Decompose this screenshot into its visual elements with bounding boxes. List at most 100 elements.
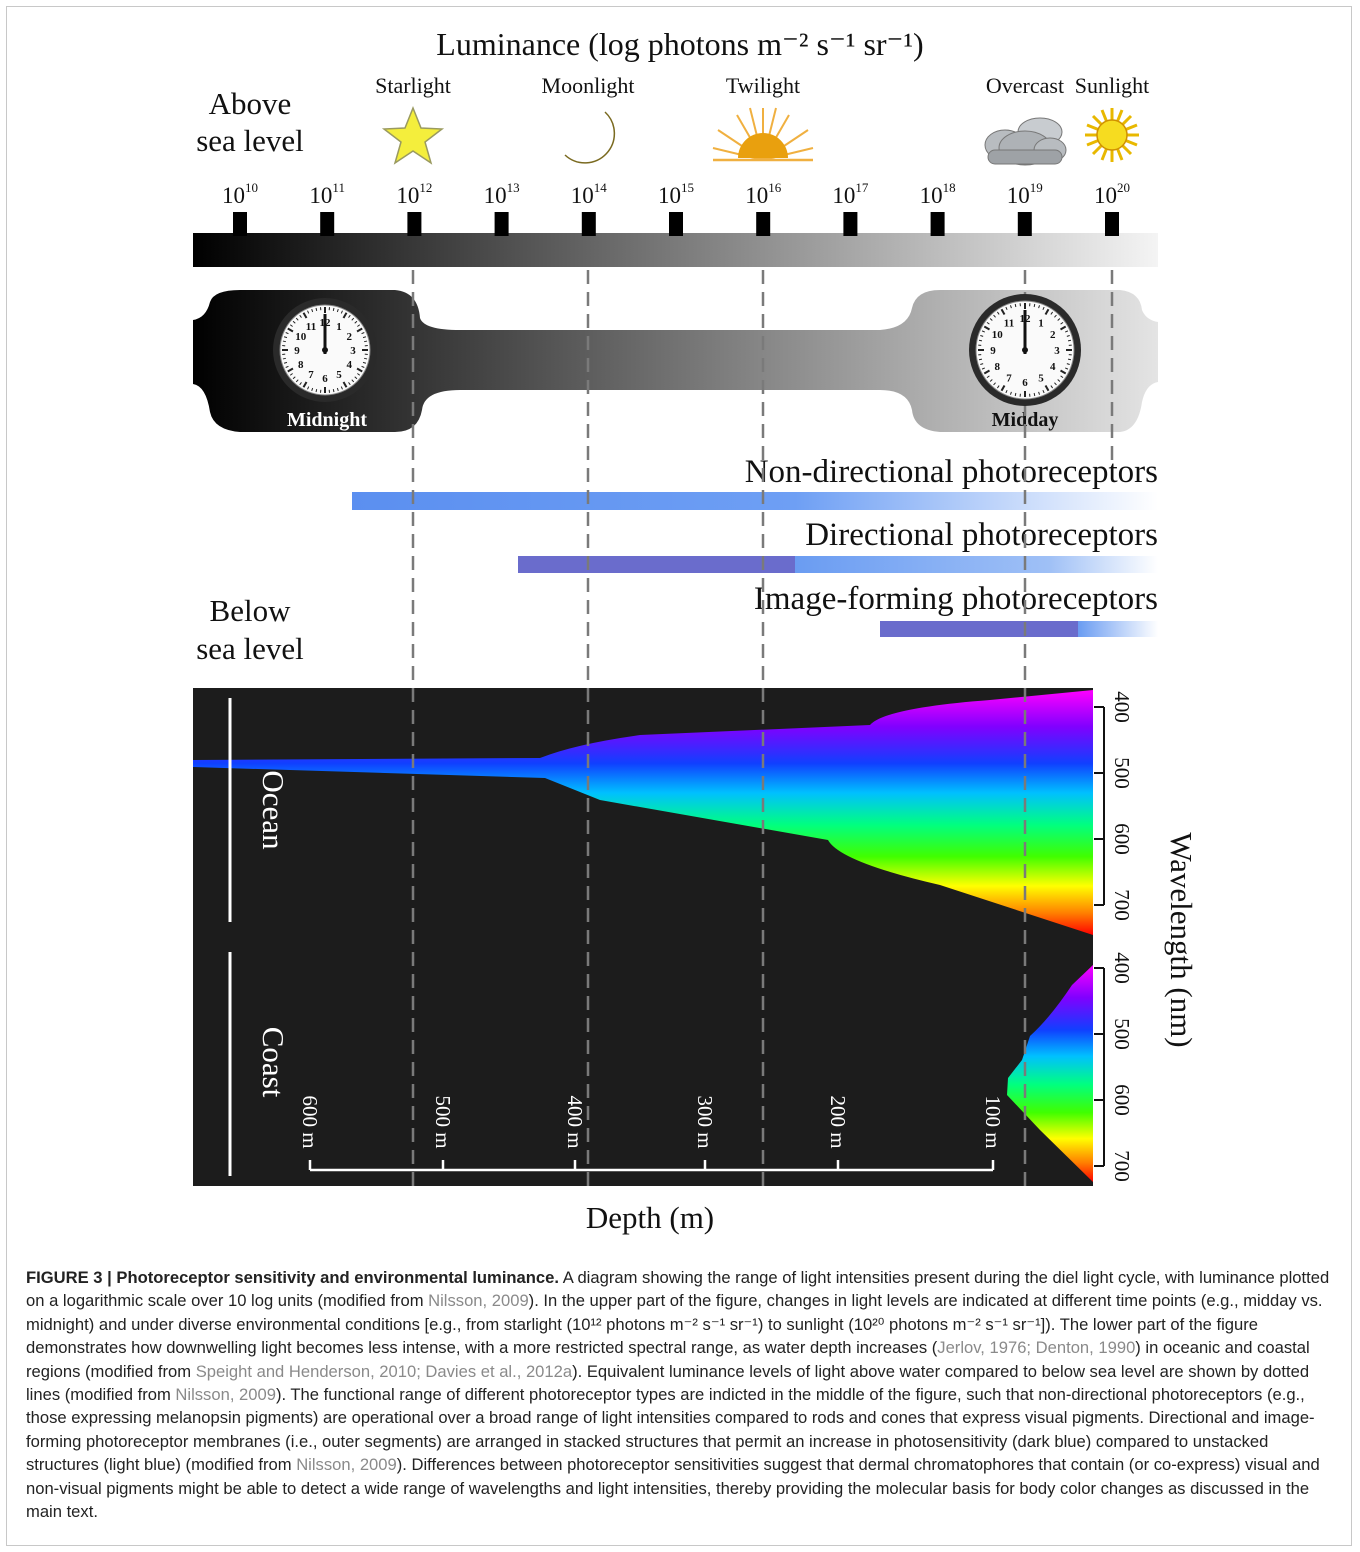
clock-mark <box>1034 304 1035 307</box>
tick-exponent: 20 <box>1117 180 1130 195</box>
clock-numeral: 10 <box>295 331 307 343</box>
above-label: sea level <box>196 123 304 158</box>
time-label: Midnight <box>287 409 367 431</box>
luminance-gradient-bar <box>193 233 1158 267</box>
caption: FIGURE 3 | Photoreceptor sensitivity and… <box>26 1266 1336 1523</box>
depth-tick-label: 500 m <box>431 1095 455 1148</box>
figure-title: Luminance (log photons m⁻² s⁻¹ sr⁻¹) <box>436 26 923 62</box>
photoreceptor-label: Image-forming photoreceptors <box>754 581 1158 617</box>
unstacked-range <box>795 556 1158 573</box>
clock-numeral: 5 <box>1038 373 1044 385</box>
clock-numeral: 4 <box>346 359 352 371</box>
tick-base: 10 <box>1007 183 1030 208</box>
scale-tick-label: 1014 <box>571 180 608 208</box>
clock-mark <box>283 358 286 359</box>
above-label: Above <box>209 86 292 121</box>
clock-mark <box>1015 304 1016 307</box>
wavelength-axis-title: Wavelength (nm) <box>1164 832 1199 1047</box>
tick-base: 10 <box>222 183 245 208</box>
tick-exponent: 16 <box>768 180 782 195</box>
tick-base: 10 <box>1094 183 1117 208</box>
clock-hub <box>322 347 328 353</box>
clock-numeral: 3 <box>1054 345 1060 357</box>
figure: Luminance (log photons m⁻² s⁻¹ sr⁻¹) Abo… <box>0 0 1360 1260</box>
depth-tick-label: 300 m <box>693 1095 717 1148</box>
clock-numeral: 9 <box>294 345 300 357</box>
clock-mark <box>364 341 367 342</box>
depth-tick-label: 200 m <box>826 1095 850 1148</box>
scale-tick-label: 1018 <box>920 180 956 208</box>
depth-tick-label: 100 m <box>981 1095 1005 1148</box>
tick-exponent: 12 <box>419 180 432 195</box>
clock-numeral: 3 <box>350 345 356 357</box>
clock-numeral: 6 <box>1022 377 1028 389</box>
photoreceptor-label: Directional photoreceptors <box>805 517 1158 553</box>
scale-tick-label: 1012 <box>396 180 432 208</box>
clock-numeral: 9 <box>990 345 996 357</box>
clock-numeral: 11 <box>1004 317 1014 329</box>
clock-mark <box>1034 393 1035 396</box>
scale-tick <box>320 212 334 236</box>
depth-tick-label: 600 m <box>298 1095 322 1148</box>
scale-tick-label: 1010 <box>222 180 258 208</box>
clock-mark <box>333 308 334 311</box>
scale-tick-label: 1011 <box>309 180 345 208</box>
scale-tick-label: 1015 <box>658 180 694 208</box>
scale-tick-label: 1020 <box>1094 180 1130 208</box>
condition-label: Twilight <box>726 73 800 98</box>
tick-exponent: 18 <box>943 180 956 195</box>
condition-label: Sunlight <box>1075 73 1150 98</box>
stacked-range <box>518 556 795 573</box>
tick-base: 10 <box>658 183 681 208</box>
region-label: Ocean <box>256 770 291 850</box>
clock-numeral: 7 <box>308 369 314 381</box>
scale-tick <box>931 212 945 236</box>
clock-mark <box>364 358 367 359</box>
wavelength-tick-label: 400 <box>1110 952 1134 984</box>
sun-icon <box>1085 108 1139 162</box>
clock-mark <box>333 389 334 392</box>
clock-numeral: 2 <box>346 331 352 343</box>
tick-base: 10 <box>396 183 419 208</box>
clock-numeral: 8 <box>298 359 304 371</box>
wavelength-tick-label: 500 <box>1110 1018 1134 1050</box>
clock-mark <box>1068 359 1071 360</box>
tick-exponent: 10 <box>245 180 258 195</box>
wavelength-tick-label: 700 <box>1110 1150 1134 1182</box>
photoreceptor-label: Non-directional photoreceptors <box>745 454 1158 490</box>
clock-mark <box>1015 393 1016 396</box>
clock-numeral: 5 <box>336 369 342 381</box>
tick-base: 10 <box>920 183 943 208</box>
clock-numeral: 4 <box>1050 361 1056 373</box>
clock-numeral: 1 <box>336 321 342 333</box>
unstacked-range <box>1078 621 1158 637</box>
condition-label: Overcast <box>986 73 1064 98</box>
tick-exponent: 15 <box>681 180 694 195</box>
tick-exponent: 11 <box>332 180 345 195</box>
wavelength-tick-label: 600 <box>1110 823 1134 855</box>
clock-numeral: 1 <box>1038 317 1044 329</box>
clock-numeral: 8 <box>995 361 1001 373</box>
clock-mark <box>979 359 982 360</box>
tick-base: 10 <box>832 183 855 208</box>
cloud-icon <box>985 118 1066 165</box>
scale-tick <box>756 212 770 236</box>
moon-icon <box>565 112 614 163</box>
photoreceptor-range <box>352 492 1158 510</box>
clock-hub <box>1022 347 1028 353</box>
region-label: Coast <box>256 1027 291 1098</box>
citation: Nilsson, 2009 <box>296 1455 397 1474</box>
scale-tick <box>582 212 596 236</box>
scale-tick <box>233 212 247 236</box>
clock-mark <box>1068 340 1071 341</box>
citation: Jerlov, 1976; Denton, 1990 <box>937 1338 1135 1357</box>
depth-axis-title: Depth (m) <box>586 1200 714 1235</box>
scale-tick <box>1105 212 1119 236</box>
scale-tick <box>495 212 509 236</box>
scale-tick <box>843 212 857 236</box>
caption-label: FIGURE 3 | Photoreceptor sensitivity and… <box>26 1268 559 1287</box>
star-icon <box>384 108 442 163</box>
stacked-range <box>880 621 1078 637</box>
citation: Nilsson, 2009 <box>175 1385 276 1404</box>
scale-tick-label: 1016 <box>745 180 782 208</box>
